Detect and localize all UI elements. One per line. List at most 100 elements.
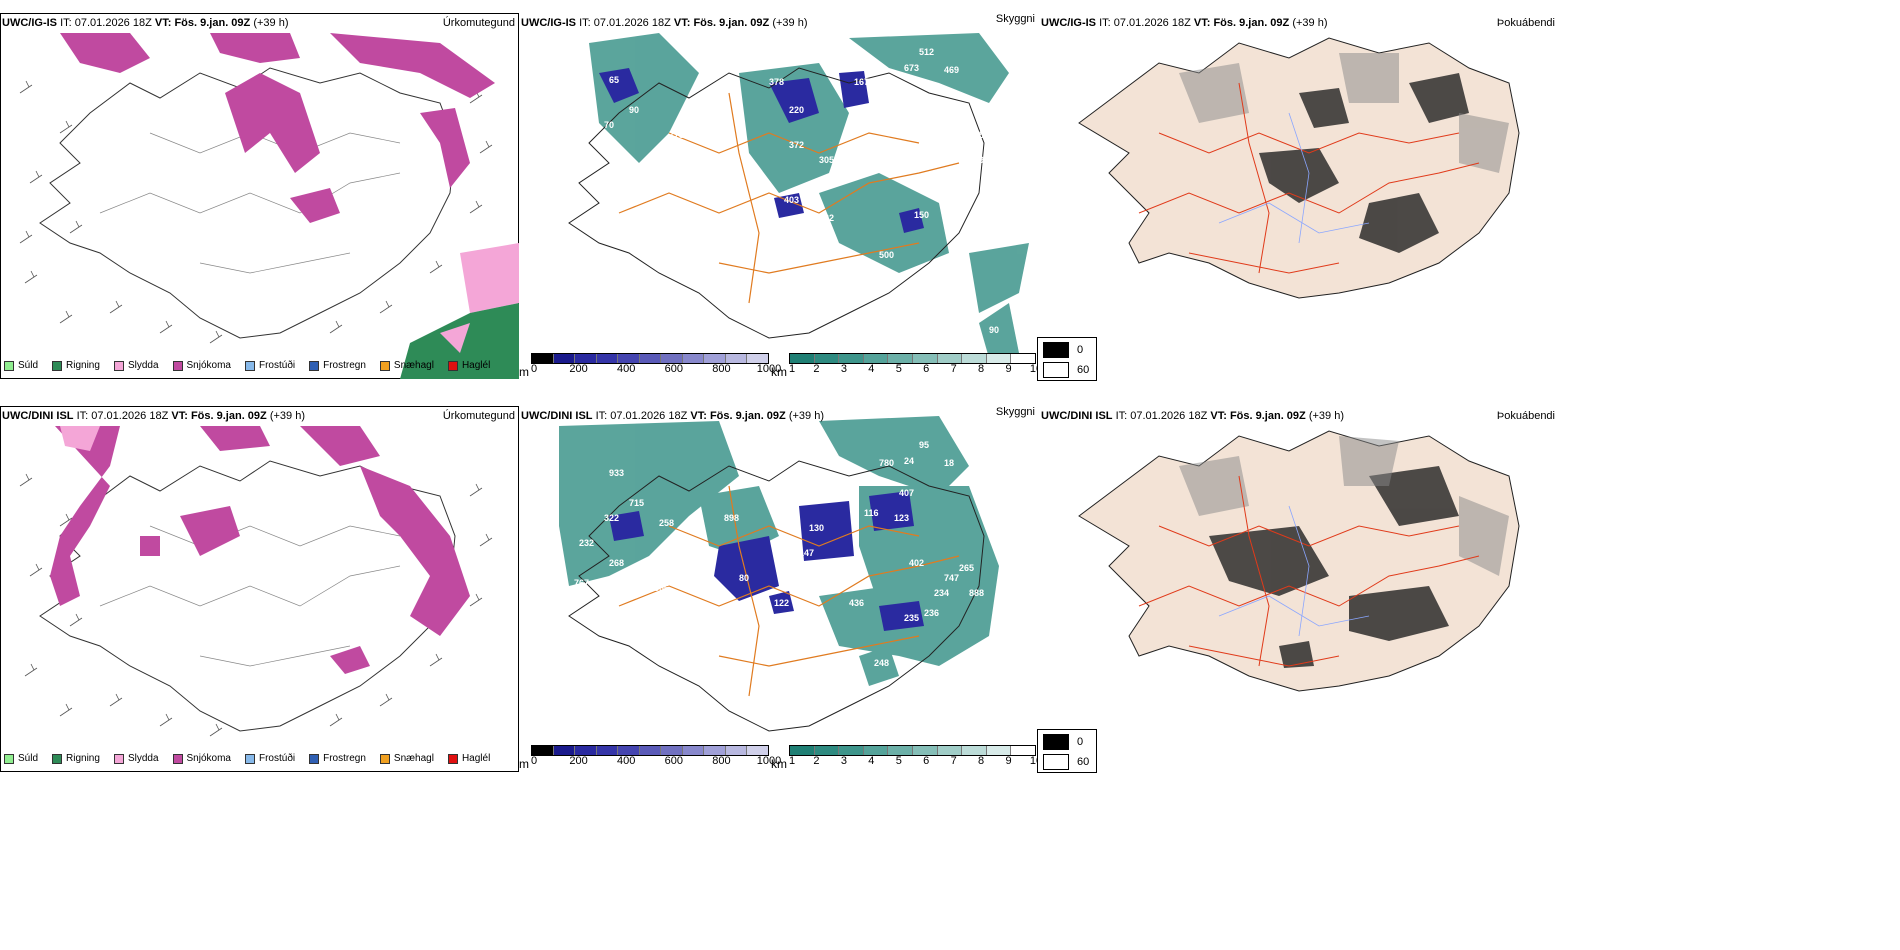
cloud-base-label: 220 [789,105,804,115]
precip-type-frame-row1 [0,13,519,379]
legend-swatch [4,360,14,371]
legend-label: Súld [18,753,39,764]
colorbar-tick: 2 [813,755,820,767]
cloud-base-label: 933 [609,468,624,478]
colorbar-box [863,746,889,755]
fog-legend-row: 60 [1043,362,1089,378]
init-time: 07.01.2026 18Z [1113,17,1191,29]
colorbar-tick: 0 [531,363,538,375]
legend-swatch [379,753,390,764]
cloud-base-label: 500 [879,250,894,260]
model-name: UWC/DINI ISL [521,410,593,422]
fog-legend-label: 60 [1077,364,1090,376]
fog-map-row2 [1078,430,1520,692]
precip-type-frame-row2 [0,406,519,772]
cloud-base-label: 372 [789,140,804,150]
rivers [1218,505,1370,637]
legend-swatch [52,753,63,764]
cloud-base-label: 305 [819,155,834,165]
legend-item-haglél: Haglél [447,753,490,764]
colorbar-tick: 200 [569,363,588,375]
cloud-base-label: 403 [784,195,799,205]
valid-time: Fös. 9.jan. 09Z [1213,17,1290,29]
colorbar-box [986,354,1012,363]
legend-swatch [52,360,63,371]
lead-time: (+39 h) [1308,410,1344,422]
colorbar-box [747,354,769,363]
fog-legend-label: 0 [1077,344,1084,356]
colorbar-box [618,354,640,363]
colorbar-unit: m [519,365,529,379]
visibility-areas [559,416,999,686]
model-name: UWC/IG-IS [1041,17,1096,29]
colorbar-tick: 5 [895,363,902,375]
cloud-base-label: 95 [919,440,929,450]
precip-legend-row2: Súld Rigning Slydda Snjókoma Frostúði Frostre… [4,753,490,764]
colorbar-tick: 3 [840,755,847,767]
colorbar-tick: 5 [895,755,902,767]
wind-barbs [19,80,493,344]
panel-header-row2-precip: UWC/DINI ISL IT: 07.01.2026 18Z VT: Fös.… [2,410,305,422]
colorbar-box [790,354,815,363]
legend-item-frostúði: Frostúði [244,753,296,764]
colorbar-tick: 800 [712,755,731,767]
legend-label: Rigning [66,753,100,764]
legend-swatch [447,360,458,371]
cloud-base-label: 997 [979,155,994,165]
cloud-base-label: 566 [654,583,669,593]
legend-swatch [244,360,255,371]
panel-title-precip-row2: Úrkomutegund [442,410,515,422]
roads [99,132,401,274]
colorbar-box [553,354,576,363]
cloud-base-label: 773 [669,130,684,140]
fog-panel-row2: UWC/DINI ISL IT: 07.01.2026 18Z VT: Fös.… [1039,406,1559,772]
init-time: 07.01.2026 18Z [74,17,152,29]
colorbar-tick: 400 [617,363,636,375]
fog-legend-row: 60 [1043,754,1089,770]
cloud-base-label: 747 [944,573,959,583]
panel-header-row1-fog: UWC/IG-IS IT: 07.01.2026 18Z VT: Fös. 9.… [1041,17,1328,29]
colorbar-box [937,354,963,363]
cloud-base-label: 322 [604,513,619,523]
cloud-base-label: 65 [609,75,619,85]
legend-item-frostregn: Frostregn [309,360,366,371]
wind-barbs [19,473,493,737]
legend-label: Frostregn [323,753,366,764]
lead-time: (+39 h) [788,410,824,422]
colorbar-tick: 400 [617,755,636,767]
valid-time: Fös. 9.jan. 09Z [693,17,770,29]
init-time: 07.01.2026 18Z [91,410,169,422]
fog-swatch [1043,362,1069,378]
cloud-base-label: 24 [904,456,914,466]
legend-label: Frostúði [258,753,296,764]
vt-label: VT: [673,17,691,29]
valid-time: Fös. 9.jan. 09Z [709,410,786,422]
legend-label: Frostregn [323,360,366,371]
colorbar-tick: 0 [531,755,538,767]
legend-label: Snjókoma [186,753,231,764]
panel-title-cloud-row1: Skyggni [995,13,1035,25]
roads [618,485,960,697]
fog-swatch [1043,342,1069,358]
colorbar-box [682,746,705,755]
precip-legend-row1: Súld Rigning Slydda Snjókoma Frostúði Frostre… [4,360,490,371]
precip-type-panel-row1: UWC/IG-IS IT: 07.01.2026 18Z VT: Fös. 9.… [0,13,519,379]
sleet-rain-areas [400,243,519,379]
legend-label: Súld [18,360,39,371]
it-label: IT: [60,17,72,29]
legend-item-slydda: Slydda [113,753,159,764]
legend-swatch [309,753,320,764]
fog-swatch [1043,754,1069,770]
legend-item-slydda: Slydda [113,360,159,371]
colorbar-box [863,354,889,363]
valid-time: Fös. 9.jan. 09Z [1229,410,1306,422]
it-label: IT: [595,410,608,422]
fog-grey [1179,436,1509,576]
vt-label: VT: [690,410,707,422]
fog-legend-row1: 0 60 [1037,337,1097,381]
colorbar-box [639,354,662,363]
panel-title-fog-row1: Þokuábendi [1496,17,1555,29]
iceland-outline [39,67,456,339]
colorbar-box [532,354,554,363]
legend-swatch [379,360,390,371]
